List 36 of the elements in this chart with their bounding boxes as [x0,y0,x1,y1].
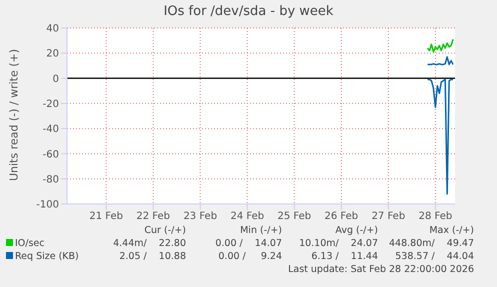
line-series [426,78,454,195]
text: Cur (-/+) [143,224,186,237]
text: 538.57 / 44.04 [394,250,474,263]
y-axis-title: Units read (-) / write (+) [8,48,20,182]
y-tick-label: -40 [42,124,59,136]
chart-title: IOs for /dev/sda - by week [162,4,334,19]
y-tick-label: 40 [46,24,59,35]
text: 10.10m/ 24.07 [298,237,378,250]
text: Max (-/+) [428,224,474,237]
y-tick-label: -100 [36,200,59,211]
x-tick-label: 25 Feb [278,211,312,222]
line-series [426,56,454,66]
text: Min (-/+) [239,224,282,237]
text: 4.44m/ 22.80 [112,237,186,250]
y-tick-label: -20 [42,98,59,110]
text: 0.00 / 9.24 [217,250,282,263]
x-tick-label: 24 Feb [230,211,264,222]
x-tick-label: 23 Feb [183,211,218,222]
text: Last update: Sat Feb 28 22:00:00 2026 [287,263,475,276]
x-tick-label: 28 Feb [418,211,452,222]
legend-label: Req Size (KB) [14,250,80,263]
text: 6.13 / 11.44 [310,250,378,263]
x-tick-label: 27 Feb [372,211,406,222]
y-tick-label: -60 [42,149,59,160]
x-tick-label: 21 Feb [89,211,123,222]
text: 2.05 / 10.88 [118,250,186,263]
x-tick-label: 22 Feb [136,211,170,222]
x-tick-label: 26 Feb [324,211,358,222]
legend-label: IO/sec [14,237,46,250]
y-tick-label: 20 [46,48,59,60]
text: 448.80m/ 49.47 [388,237,474,250]
line-series [426,38,454,53]
text: Avg (-/+) [334,224,378,237]
y-tick-label: -80 [42,174,59,186]
text: 0.00 / 14.07 [214,237,282,250]
y-tick-label: 0 [52,74,59,85]
